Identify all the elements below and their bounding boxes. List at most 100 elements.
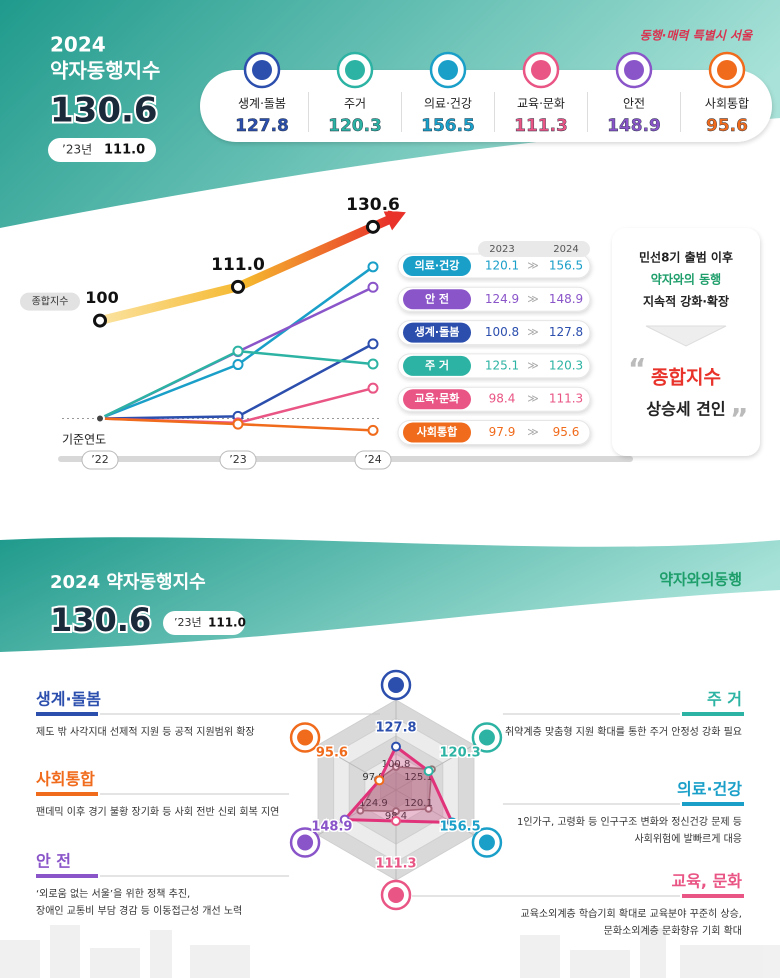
radar-axis xyxy=(395,789,475,836)
prev-pill xyxy=(48,138,156,162)
series-point xyxy=(232,345,244,357)
radar-point xyxy=(423,766,434,777)
x-tick-pill xyxy=(354,450,392,470)
row-2023: 120.1 xyxy=(485,259,519,273)
row-pill xyxy=(403,256,471,276)
series-point xyxy=(367,281,379,293)
prev-label: ’23년 xyxy=(62,143,92,157)
radar-point xyxy=(374,775,385,786)
radar-value-2023: 125.1 xyxy=(404,772,433,783)
note-text: 장애인 교통비 부담 경감 등 이동접근성 개선 노력 xyxy=(36,904,242,917)
radar-value-2024: 111.3 xyxy=(375,857,416,872)
radar-value-2024: 148.9 xyxy=(311,820,352,835)
summary-conclusion: 상승세 견인 xyxy=(646,400,725,419)
note-underline xyxy=(36,874,98,878)
title: 약자동행지수 xyxy=(50,59,160,83)
table-head-bg xyxy=(478,241,590,257)
x-axis-label: 기준연도 xyxy=(62,433,106,447)
row-2023: 124.9 xyxy=(485,292,519,306)
index: 130.6 xyxy=(50,91,158,131)
radar-point xyxy=(392,807,400,816)
radar-point xyxy=(339,814,350,825)
row-pill xyxy=(403,422,471,443)
x-tick-label: ’24 xyxy=(364,453,382,466)
index-value-label: 111.0 xyxy=(211,255,265,275)
card-name: 안전 xyxy=(623,97,645,111)
card-icon-inner xyxy=(717,60,737,80)
index-tag-label: 종합지수 xyxy=(32,296,69,308)
row-arrow: ≫ xyxy=(527,392,539,405)
series-point xyxy=(367,261,379,273)
row-name: 생계·돌봄 xyxy=(415,325,460,339)
series-point xyxy=(232,418,244,430)
row-arrow: ≫ xyxy=(527,426,539,439)
radar-value-2023: 124.9 xyxy=(359,798,388,809)
card-name: 교육·문화 xyxy=(517,97,565,111)
note-text: 교육소외계층 학습기회 확대로 교육분야 꾸준히 상승, xyxy=(521,908,742,920)
note-text: ‘외로움 없는 서울’을 위한 정책 추진, xyxy=(36,887,190,900)
chevron xyxy=(645,325,727,347)
row-2023: 98.4 xyxy=(489,392,516,406)
row-2024: 148.9 xyxy=(549,292,583,306)
series-point xyxy=(232,359,244,371)
note-text: 제도 밖 사각지대 선제적 지원 등 공적 지원범위 확장 xyxy=(36,725,255,738)
note-title: 생계·돌봄 xyxy=(36,690,101,709)
card-value: 127.8 xyxy=(235,116,289,136)
note-title: 주 거 xyxy=(707,690,742,709)
radar-point xyxy=(447,817,458,828)
radar-value-2024: 95.6 xyxy=(316,746,348,761)
row-pill xyxy=(403,289,471,310)
note-underline xyxy=(682,712,744,716)
radar-point xyxy=(391,815,401,826)
card-name: 의료·건강 xyxy=(424,97,472,111)
radar-icon-inner xyxy=(388,887,404,903)
radar-value-2023: 120.1 xyxy=(404,798,433,809)
radar-value-2024: 120.3 xyxy=(440,746,481,761)
card-value: 156.5 xyxy=(421,116,475,136)
note-title: 의료·건강 xyxy=(677,780,742,799)
note-title: 교육, 문화 xyxy=(671,872,742,891)
card-icon-inner xyxy=(252,60,272,80)
index-point xyxy=(93,313,107,328)
radar-point xyxy=(391,741,401,752)
series-point xyxy=(367,424,379,436)
note-underline xyxy=(36,792,98,796)
base-point xyxy=(95,413,105,424)
radar-icon-inner xyxy=(297,729,314,746)
row-2024: 156.5 xyxy=(549,259,583,273)
brand: 동행·매력 특별시 서울 xyxy=(640,29,754,43)
radar-point xyxy=(424,804,433,813)
x-axis-band xyxy=(58,456,633,462)
card-value: 95.6 xyxy=(706,116,748,136)
radar-icon-inner xyxy=(388,677,404,693)
note-text: 팬데믹 이후 경기 불황 장기화 등 사회 전반 신뢰 회복 지연 xyxy=(36,805,279,818)
note-underline xyxy=(36,712,98,716)
radar-value-2024: 127.8 xyxy=(375,721,416,736)
radar-icon-inner xyxy=(478,729,495,746)
row-pill xyxy=(403,355,471,376)
quote: ” xyxy=(730,402,748,435)
index-point xyxy=(366,219,380,234)
card-icon-inner xyxy=(531,60,551,80)
row-2024: 127.8 xyxy=(549,325,583,339)
note-title: 사회통합 xyxy=(36,770,95,789)
card-icon-inner xyxy=(624,60,644,80)
radar-point xyxy=(356,806,365,815)
radar-value-2023: 97.9 xyxy=(362,772,384,783)
year: 2024 xyxy=(50,33,106,57)
index-value-label: 130.6 xyxy=(346,195,400,215)
row-2023: 97.9 xyxy=(489,425,516,439)
summary-highlight: 종합지수 xyxy=(651,367,721,389)
card-name: 주거 xyxy=(344,97,366,111)
row-pill xyxy=(403,322,471,343)
row-name: 안 전 xyxy=(425,291,449,305)
note-underline xyxy=(682,894,744,898)
row-pill xyxy=(403,389,471,410)
card-value: 120.3 xyxy=(328,116,382,136)
row-name: 사회통합 xyxy=(417,425,457,439)
prev-value: 111.0 xyxy=(104,143,145,158)
radar-icon-inner xyxy=(297,834,314,851)
card-icon-inner xyxy=(438,60,458,80)
radar-point xyxy=(392,762,400,771)
